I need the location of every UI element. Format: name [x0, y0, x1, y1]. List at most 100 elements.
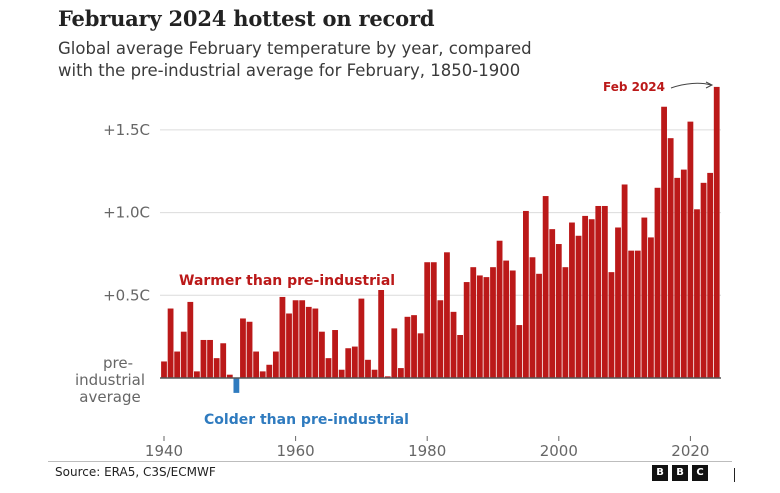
x-tick-label: 2020: [671, 442, 709, 460]
bar-2004: [582, 215, 589, 378]
bbc-logo: B B C: [652, 465, 708, 481]
bar-2003: [575, 235, 582, 378]
bar-1940: [161, 361, 167, 378]
bar-1984: [450, 311, 457, 378]
bar-1971: [365, 359, 371, 378]
bar-1968: [345, 348, 352, 378]
bar-1990: [490, 267, 496, 378]
bar-1973: [378, 287, 385, 378]
bar-1964: [319, 331, 325, 378]
bar-1974: [384, 376, 391, 378]
bar-1992: [503, 260, 510, 378]
bar-1985: [457, 335, 463, 378]
subtitle-line-2: with the pre-industrial average for Febr…: [58, 61, 521, 80]
baseline-label-line-2: industrial: [75, 371, 145, 389]
bar-2006: [595, 205, 602, 378]
bar-1976: [397, 368, 404, 378]
y-tick-label: +1.0C: [103, 204, 150, 222]
edge-mark: [734, 468, 735, 482]
bar-1997: [536, 273, 542, 378]
bar-1996: [529, 257, 536, 378]
bar-1945: [194, 371, 200, 378]
y-tick-label: +0.5C: [103, 286, 150, 304]
bar-1981: [430, 262, 437, 378]
bar-1969: [351, 346, 358, 378]
bar-2014: [648, 237, 654, 378]
bar-2019: [680, 169, 687, 378]
chart-subtitle: Global average February temperature by y…: [58, 38, 532, 82]
bar-1962: [305, 306, 312, 378]
bar-1944: [187, 301, 194, 378]
bar-1948: [213, 358, 220, 378]
warmer-annotation: Warmer than pre-industrial: [179, 273, 395, 289]
baseline-label-line-3: average: [79, 388, 140, 406]
y-tick-label: +1.5C: [103, 121, 150, 139]
bar-2022: [700, 182, 707, 378]
bar-1959: [286, 313, 292, 378]
bar-2009: [615, 227, 621, 378]
arrow-head-icon: [705, 81, 714, 89]
bar-1970: [358, 298, 365, 378]
bar-2015: [654, 187, 661, 378]
bar-1961: [299, 300, 306, 378]
bar-2013: [641, 217, 648, 378]
bar-1950: [226, 374, 233, 378]
bar-1949: [220, 343, 227, 378]
x-tick-label: 1980: [408, 442, 446, 460]
bar-1988: [476, 275, 483, 378]
x-axis: 1940 1960 1980 2000 2020: [145, 436, 709, 460]
bar-2008: [608, 272, 615, 378]
bar-1963: [312, 308, 319, 378]
y-axis-labels: +1.5C +1.0C +0.5C pre- industrial averag…: [75, 121, 150, 406]
bar-1979: [417, 333, 424, 378]
bar-1956: [266, 364, 273, 378]
bar-2010: [621, 184, 628, 378]
baseline-label-line-1: pre-: [103, 354, 133, 372]
bar-1943: [180, 331, 187, 378]
bar-2012: [634, 250, 641, 378]
bar-1967: [338, 369, 345, 378]
bar-1975: [391, 328, 398, 378]
bar-1995: [523, 210, 529, 378]
bar-1942: [174, 351, 181, 378]
bar-1991: [496, 240, 503, 378]
bar-1993: [509, 270, 516, 378]
bar-1972: [371, 369, 378, 378]
bar-1986: [463, 282, 470, 378]
source-note: Source: ERA5, C3S/ECMWF: [55, 465, 216, 479]
colder-annotation: Colder than pre-industrial: [204, 412, 409, 428]
bar-1989: [483, 277, 490, 378]
bar-1958: [279, 296, 286, 378]
bar-1977: [404, 316, 411, 378]
bar-2018: [674, 177, 681, 378]
footer-divider: [48, 461, 732, 462]
bar-1946: [200, 339, 207, 378]
bar-2016: [661, 106, 667, 379]
bar-2001: [562, 267, 569, 378]
x-tick-label: 1940: [145, 442, 183, 460]
bar-1987: [470, 267, 477, 378]
bar-1941: [167, 308, 174, 378]
bar-2021: [694, 209, 700, 378]
bar-1966: [332, 330, 338, 378]
bar-1978: [411, 315, 417, 378]
bar-2017: [667, 138, 674, 378]
bar-1994: [516, 325, 523, 378]
bars: [160, 86, 721, 393]
bar-1983: [444, 252, 450, 378]
warmer-label-background: [176, 270, 416, 290]
bar-1954: [253, 351, 260, 378]
logo-letter: C: [692, 465, 708, 481]
chart-title: February 2024 hottest on record: [58, 6, 435, 31]
bar-1953: [246, 321, 253, 378]
bar-1998: [542, 196, 549, 378]
bar-1960: [292, 300, 299, 378]
x-tick-label: 1960: [277, 442, 315, 460]
subtitle-line-1: Global average February temperature by y…: [58, 39, 532, 58]
bar-1965: [325, 358, 332, 378]
x-tick-label: 2000: [540, 442, 578, 460]
bar-1952: [240, 318, 246, 378]
bar-1951: [233, 378, 240, 393]
bar-chart: +1.5C +1.0C +0.5C pre- industrial averag…: [75, 80, 721, 460]
bar-2005: [588, 219, 595, 378]
